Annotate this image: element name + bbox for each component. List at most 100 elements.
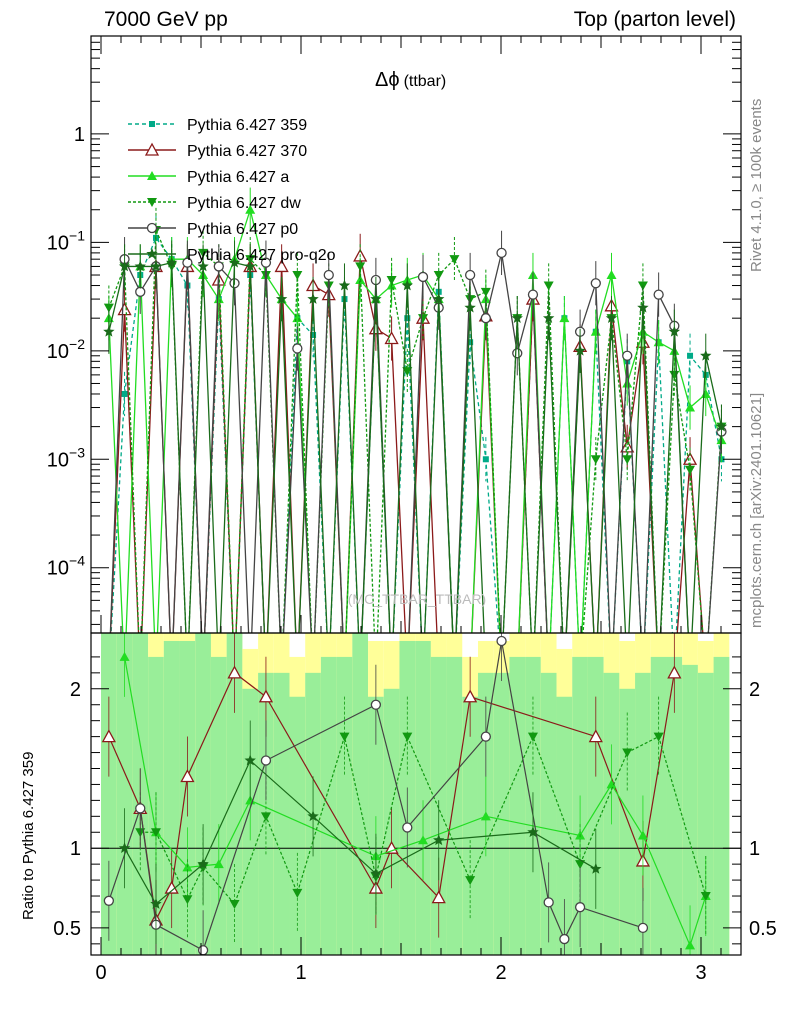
ratio-point xyxy=(197,858,209,869)
data-point xyxy=(368,321,383,335)
data-point xyxy=(433,293,445,304)
y-tick-exponent: −1 xyxy=(69,227,85,243)
ratio-y-tick-label: 0.5 xyxy=(53,918,81,940)
legend-label: Pythia 6.427 dw xyxy=(187,195,301,212)
ratio-series xyxy=(91,633,741,955)
ratio-point xyxy=(402,822,413,833)
x-tick-label: 0 xyxy=(95,962,106,984)
series-5 xyxy=(103,240,728,633)
ratio-band-inner xyxy=(556,696,573,955)
legend-marker xyxy=(146,222,158,234)
ratio-point xyxy=(103,895,115,906)
data-point xyxy=(228,256,241,268)
ratio-point xyxy=(118,842,131,854)
ratio-point xyxy=(574,902,586,913)
legend: Pythia 6.427 359 Pythia 6.427 370 Pythia 6… xyxy=(128,117,336,264)
ratio-point xyxy=(590,862,602,874)
data-point xyxy=(620,439,635,453)
data-point xyxy=(715,420,728,432)
ratio-point xyxy=(101,729,116,743)
data-point xyxy=(135,286,146,297)
ratio-point xyxy=(527,826,539,838)
legend-entry-1: Pythia 6.427 370 xyxy=(128,142,307,160)
legend-label: Pythia 6.427 pro-q2o xyxy=(187,247,336,264)
ratio-band-inner xyxy=(352,633,369,955)
ratio-point xyxy=(543,897,554,908)
ratio-point xyxy=(402,732,413,742)
data-point xyxy=(417,271,429,283)
ratio-point xyxy=(213,859,224,869)
data-point xyxy=(685,465,696,475)
ratio-point xyxy=(307,810,319,822)
legend-marker xyxy=(147,198,157,207)
legend-marker xyxy=(146,248,158,259)
series-line xyxy=(108,207,723,633)
y-tick-label: 10−4 xyxy=(47,553,85,580)
ratio-band-inner xyxy=(210,656,227,955)
y-tick-exponent: −4 xyxy=(69,553,85,569)
ratio-point xyxy=(637,830,648,840)
data-point xyxy=(480,287,491,297)
data-point xyxy=(338,279,351,291)
ratio-band-inner xyxy=(195,633,211,955)
ratio-band-inner xyxy=(101,633,117,955)
data-point xyxy=(574,344,586,356)
ratio-point xyxy=(465,876,476,886)
ratio-point xyxy=(496,635,507,647)
ratio-point xyxy=(227,665,242,679)
ratio-point xyxy=(150,828,161,838)
data-point xyxy=(213,294,224,304)
ratio-point xyxy=(260,812,271,822)
ratio-point xyxy=(667,665,682,679)
ratio-band-inner xyxy=(415,640,431,955)
data-point xyxy=(622,378,633,388)
y-tick-label: 1 xyxy=(74,124,85,146)
legend-label: Pythia 6.427 p0 xyxy=(187,221,298,238)
chart-title: Δϕ (ttbar) xyxy=(375,69,446,91)
ratio-point xyxy=(197,945,209,955)
data-point xyxy=(292,313,303,323)
data-point xyxy=(260,257,272,268)
data-point xyxy=(274,259,289,273)
data-point xyxy=(449,255,460,265)
data-point xyxy=(433,271,444,281)
data-point xyxy=(605,312,618,324)
data-point xyxy=(404,315,411,322)
data-point xyxy=(527,289,539,300)
ratio-point xyxy=(463,689,478,703)
ratio-point xyxy=(258,689,274,703)
data-point xyxy=(590,326,601,336)
ratio-line xyxy=(140,734,707,906)
legend-marker xyxy=(144,142,160,156)
ratio-point xyxy=(418,835,429,845)
ratio-point xyxy=(653,732,664,742)
data-point xyxy=(402,367,413,377)
data-point xyxy=(307,293,319,304)
ratio-band-inner xyxy=(682,664,698,955)
data-point xyxy=(653,337,664,347)
ratio-point xyxy=(588,729,603,743)
data-point xyxy=(687,352,694,359)
data-point xyxy=(103,303,114,313)
ratio-y-tick-label: 2 xyxy=(70,679,81,701)
ratio-point xyxy=(150,897,162,909)
ratio-band-inner xyxy=(697,672,714,955)
data-point xyxy=(668,325,681,337)
ratio-band-inner xyxy=(446,656,463,955)
data-point xyxy=(590,455,601,465)
data-point xyxy=(213,261,224,272)
data-point xyxy=(182,257,193,268)
ratio-band-inner xyxy=(493,672,510,955)
series-line xyxy=(108,229,723,633)
ratio-series-4 xyxy=(118,720,602,944)
data-point xyxy=(559,313,570,323)
data-point xyxy=(165,256,178,268)
ratio-band-inner xyxy=(713,656,730,955)
ratio-frame xyxy=(90,632,742,956)
legend-label: Pythia 6.427 359 xyxy=(187,117,307,134)
legend-marker xyxy=(149,121,155,127)
legend-entry-3: Pythia 6.427 dw xyxy=(128,195,301,212)
ratio-point xyxy=(229,899,240,909)
ratio-line xyxy=(108,671,675,922)
